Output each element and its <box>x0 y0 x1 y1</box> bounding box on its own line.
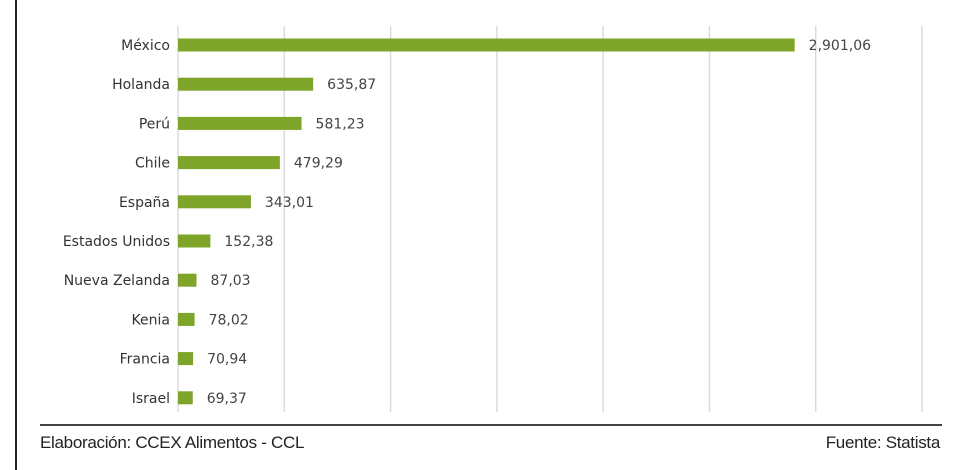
category-label: México <box>121 38 170 54</box>
value-label: 70,94 <box>207 352 247 368</box>
category-label: Nueva Zelanda <box>64 273 170 289</box>
value-labels: 2,901,06 635,87 581,23 479,29 343,01 152,38 87… <box>207 38 871 407</box>
value-label: 2,901,06 <box>809 38 871 54</box>
bar <box>178 312 195 326</box>
category-label: Holanda <box>112 77 170 93</box>
bar <box>178 156 280 170</box>
category-label: España <box>119 195 170 211</box>
value-label: 152,38 <box>224 234 273 250</box>
value-label: 479,29 <box>294 156 343 172</box>
bar <box>178 116 302 130</box>
bar <box>178 38 795 52</box>
bar <box>178 352 194 366</box>
bar-chart: México Holanda Perú Chile España Estados Unid… <box>63 26 923 412</box>
gridlines <box>283 26 923 412</box>
footer-divider <box>40 424 942 426</box>
category-labels: México Holanda Perú Chile España Estados Unid… <box>63 38 170 407</box>
category-label: Israel <box>132 391 170 407</box>
value-label: 635,87 <box>327 77 376 93</box>
value-label: 87,03 <box>211 273 251 289</box>
bar <box>178 195 251 209</box>
bars <box>178 38 795 405</box>
footer-credit: Elaboración: CCEX Alimentos - CCL <box>40 433 305 452</box>
category-label: Perú <box>139 116 170 132</box>
category-label: Estados Unidos <box>63 234 170 250</box>
value-label: 69,37 <box>207 391 247 407</box>
category-label: Chile <box>135 156 170 172</box>
bar <box>178 234 211 248</box>
bar <box>178 273 197 287</box>
footer-source: Fuente: Statista <box>825 433 941 452</box>
value-label: 343,01 <box>265 195 314 211</box>
bar <box>178 391 193 405</box>
frame-border <box>15 0 17 470</box>
category-label: Kenia <box>132 312 170 328</box>
value-label: 78,02 <box>209 312 249 328</box>
value-label: 581,23 <box>316 116 365 132</box>
category-label: Francia <box>120 352 170 368</box>
bar <box>178 77 314 91</box>
